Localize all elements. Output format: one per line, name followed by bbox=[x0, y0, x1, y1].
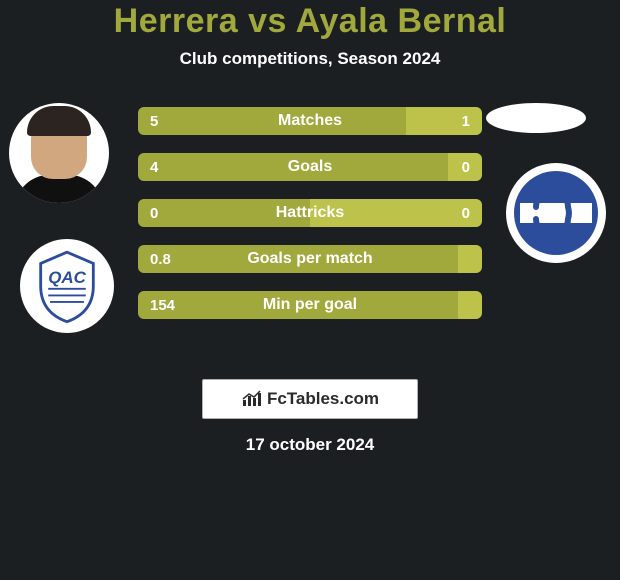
club-right-badge bbox=[506, 163, 606, 263]
stat-row: 00Hattricks bbox=[138, 199, 482, 227]
stat-row: 154Min per goal bbox=[138, 291, 482, 319]
stat-row: 40Goals bbox=[138, 153, 482, 181]
stat-right-value: 1 bbox=[406, 107, 482, 135]
stat-left-value: 4 bbox=[138, 153, 448, 181]
player-left-avatar bbox=[9, 103, 109, 203]
stat-left-value: 154 bbox=[138, 291, 458, 319]
subtitle: Club competitions, Season 2024 bbox=[0, 49, 620, 69]
stat-right-value: 0 bbox=[448, 153, 482, 181]
stat-bars: 51Matches 40Goals 00Hattricks 0.8Goals per … bbox=[138, 107, 482, 337]
player-right-avatar bbox=[486, 103, 586, 133]
club-left-badge: QAC bbox=[20, 239, 114, 333]
stat-left-value: 0.8 bbox=[138, 245, 458, 273]
stat-row: 51Matches bbox=[138, 107, 482, 135]
chart-icon bbox=[241, 390, 263, 408]
stat-row: 0.8Goals per match bbox=[138, 245, 482, 273]
comparison-panel: QAC 51Matches 40Goals 00Hattricks 0.8Goals … bbox=[0, 107, 620, 367]
page-title: Herrera vs Ayala Bernal bbox=[0, 2, 620, 41]
site-badge: FcTables.com bbox=[202, 379, 418, 419]
site-label: FcTables.com bbox=[267, 389, 379, 409]
stat-left-value: 0 bbox=[138, 199, 310, 227]
date-label: 17 october 2024 bbox=[0, 435, 620, 455]
stat-left-value: 5 bbox=[138, 107, 406, 135]
stat-right-value bbox=[458, 245, 482, 273]
svg-text:QAC: QAC bbox=[48, 268, 86, 287]
stat-right-value bbox=[458, 291, 482, 319]
stat-right-value: 0 bbox=[310, 199, 482, 227]
